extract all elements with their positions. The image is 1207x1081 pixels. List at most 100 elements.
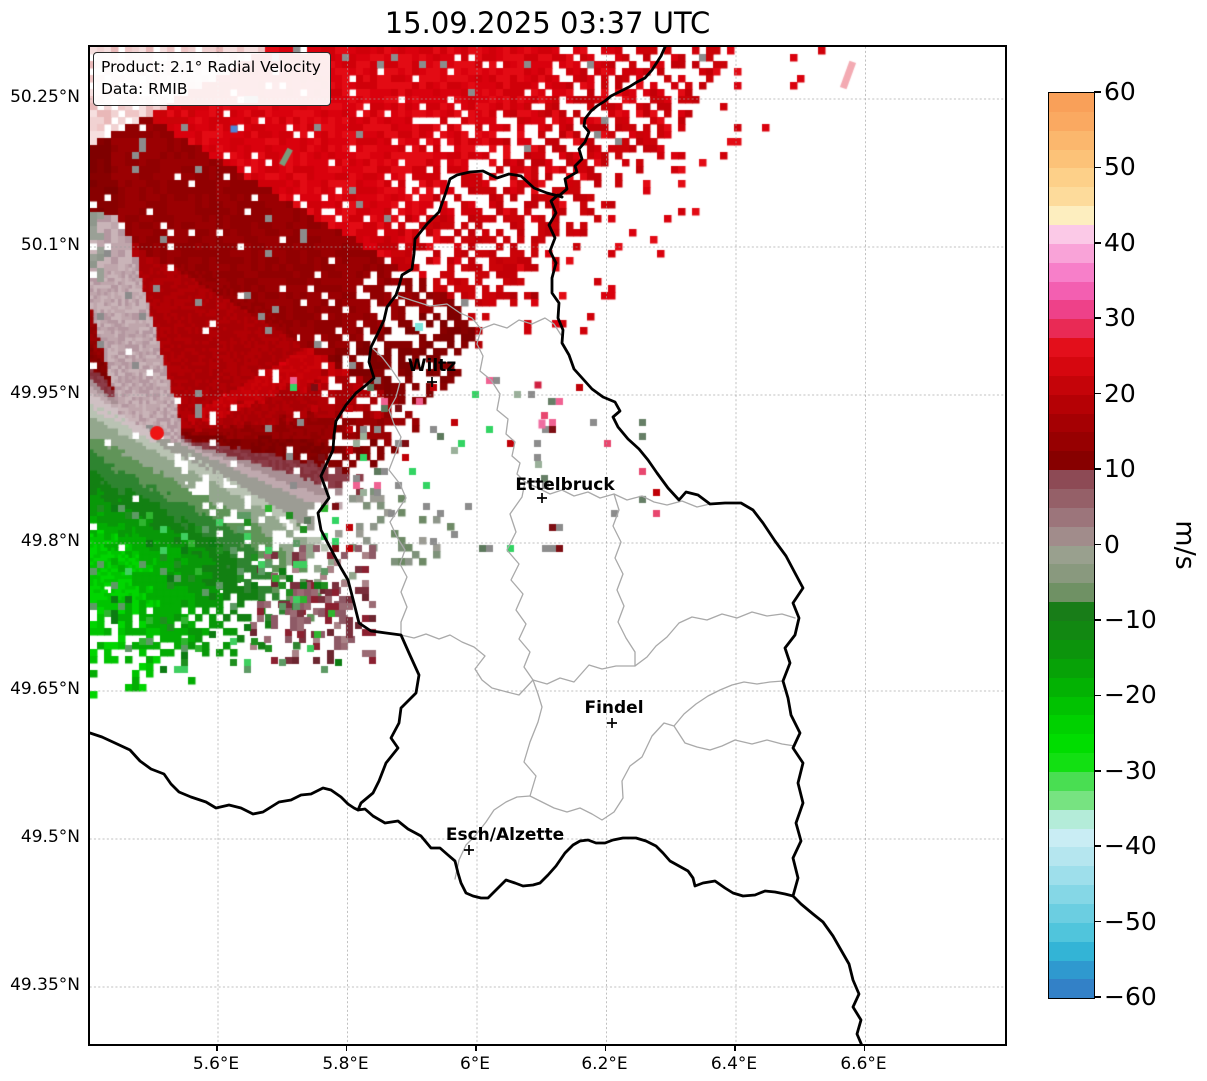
colorbar-segment xyxy=(1049,130,1094,150)
colorbar-segment xyxy=(1049,281,1094,301)
lon-tick-label: 6.2°E xyxy=(581,1054,628,1074)
lat-tick-label: 50.1°N xyxy=(20,235,80,255)
plot-title: 15.09.2025 03:37 UTC xyxy=(384,6,711,40)
colorbar-segment xyxy=(1049,149,1094,169)
lat-tick-label: 49.8°N xyxy=(20,531,80,551)
colorbar-segment xyxy=(1049,696,1094,716)
x-axis-tick xyxy=(604,1046,607,1051)
colorbar-segment xyxy=(1049,866,1094,886)
colorbar-tick-label: 50 xyxy=(1104,152,1136,182)
canton-border xyxy=(370,346,408,636)
colorbar-segment xyxy=(1049,715,1094,735)
colorbar-segment xyxy=(1049,225,1094,244)
colorbar-tick-label: 40 xyxy=(1104,227,1136,257)
colorbar-segment xyxy=(1049,583,1094,603)
colorbar-segment xyxy=(1049,470,1094,490)
belgium-germany-border xyxy=(558,47,667,199)
colorbar-segment xyxy=(1049,489,1094,508)
colorbar-segment xyxy=(1049,979,1094,999)
lat-tick-label: 49.65°N xyxy=(10,679,80,699)
city-label: Esch/Alzette xyxy=(446,825,564,845)
colorbar-tick-label: −30 xyxy=(1104,755,1157,785)
city-label: Ettelbruck xyxy=(515,475,615,495)
colorbar-segment xyxy=(1049,243,1094,263)
data-source-label: Data: RMIB xyxy=(101,80,188,98)
colorbar-segment xyxy=(1049,941,1094,961)
colorbar-segment xyxy=(1049,658,1094,678)
colorbar-tick xyxy=(1094,392,1101,395)
luxembourg-border xyxy=(316,169,805,900)
map-overlay: Wiltz Ettelbruck Findel Esch/Alzette xyxy=(90,47,1005,1044)
colorbar-tick xyxy=(1094,920,1101,923)
colorbar-segment xyxy=(1049,375,1094,395)
colorbar-tick xyxy=(1094,996,1101,998)
x-axis-tick xyxy=(734,1046,736,1051)
colorbar-tick xyxy=(1094,769,1101,772)
colorbar-segment xyxy=(1049,262,1094,282)
canton-border xyxy=(395,294,526,483)
colorbar-tick-label: 60 xyxy=(1104,77,1136,106)
colorbar-segment xyxy=(1049,93,1094,112)
colorbar-tick-label: −60 xyxy=(1104,982,1157,1011)
radar-velocity-field xyxy=(90,47,1005,1044)
colorbar-segment xyxy=(1049,639,1094,659)
colorbar-tick-label: −10 xyxy=(1104,604,1157,634)
colorbar-segment xyxy=(1049,432,1094,452)
colorbar-segment xyxy=(1049,828,1094,848)
colorbar-segment xyxy=(1049,394,1094,414)
canton-border xyxy=(480,317,562,336)
lon-tick-label: 5.6°E xyxy=(192,1054,240,1074)
canton-border xyxy=(506,481,534,681)
x-axis-tick xyxy=(863,1046,866,1051)
colorbar-segment xyxy=(1049,338,1094,358)
colorbar-segment xyxy=(1049,545,1094,565)
colorbar-tick-label: −20 xyxy=(1104,680,1157,710)
france-border xyxy=(90,731,360,816)
colorbar-segment xyxy=(1049,319,1094,339)
colorbar xyxy=(1048,92,1095,999)
colorbar-segment xyxy=(1049,621,1094,640)
x-axis-tick xyxy=(475,1046,477,1051)
colorbar-tick xyxy=(1094,845,1101,847)
canton-border xyxy=(523,679,796,821)
x-axis-tick xyxy=(216,1046,218,1051)
canton-border xyxy=(454,795,531,880)
city-marker-icon xyxy=(607,718,617,728)
colorbar-segment xyxy=(1049,111,1094,131)
colorbar-segment xyxy=(1049,960,1094,980)
colorbar-tick-label: 0 xyxy=(1104,529,1120,559)
city-wiltz: Wiltz xyxy=(408,356,457,387)
colorbar-segment xyxy=(1049,451,1094,471)
colorbar-tick-label: 10 xyxy=(1104,454,1136,484)
product-label: Product: 2.1° Radial Velocity xyxy=(101,58,321,76)
colorbar-segment xyxy=(1049,790,1094,810)
lon-tick-label: 6.4°E xyxy=(710,1054,758,1074)
colorbar-segment xyxy=(1049,903,1094,923)
colorbar-tick xyxy=(1094,468,1101,470)
lat-tick-label: 49.5°N xyxy=(20,827,80,847)
canton-border xyxy=(673,680,784,727)
france-germany-border xyxy=(791,894,863,1044)
lat-tick-label: 49.95°N xyxy=(10,383,80,403)
city-marker-icon xyxy=(537,493,547,503)
colorbar-segment xyxy=(1049,847,1094,867)
colorbar-tick xyxy=(1094,317,1101,320)
x-axis-tick xyxy=(345,1046,348,1051)
colorbar-segment xyxy=(1049,168,1094,188)
colorbar-segment xyxy=(1049,771,1094,791)
canton-border xyxy=(400,611,796,696)
city-marker-icon xyxy=(464,845,474,855)
colorbar-segment xyxy=(1049,564,1094,584)
city-label: Wiltz xyxy=(408,356,457,376)
lon-tick-label: 5.8°E xyxy=(322,1054,369,1074)
lat-tick-label: 49.35°N xyxy=(10,975,80,995)
city-esch-alzette: Esch/Alzette xyxy=(446,825,564,855)
lon-tick-label: 6°E xyxy=(459,1054,491,1074)
city-ettelbruck: Ettelbruck xyxy=(515,475,615,503)
colorbar-unit-label: m/s xyxy=(1169,520,1201,570)
colorbar-tick xyxy=(1094,91,1101,93)
canton-border xyxy=(612,493,636,667)
colorbar-segment xyxy=(1049,922,1094,942)
colorbar-segment xyxy=(1049,206,1094,226)
